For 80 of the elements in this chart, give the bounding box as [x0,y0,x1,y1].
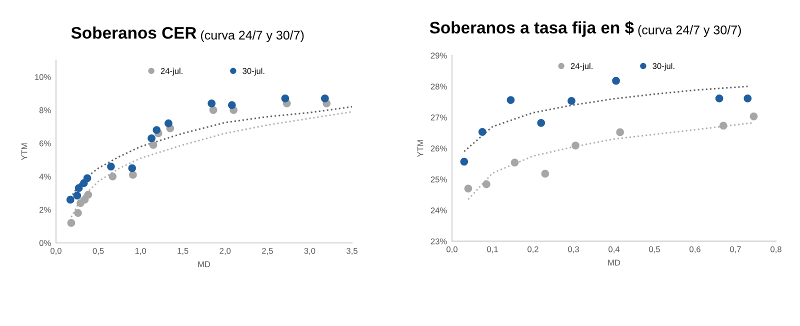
point [74,184,83,192]
point [84,190,92,199]
point [320,94,329,102]
chart-title: Soberanos a tasa fija en $ [430,21,634,37]
point [128,164,136,172]
point [67,219,76,227]
point [228,101,236,110]
point [152,126,161,134]
point [83,174,92,182]
y-tick-label: 25% [430,176,447,182]
y-tick-label: 28% [430,84,447,90]
y-axis-title: YTM [417,140,424,157]
point [73,192,82,200]
y-tick-label: 24% [430,207,447,214]
point [107,162,115,170]
x-tick-label: 3,0 [304,248,316,255]
x-tick-label: 0,7 [730,246,741,254]
chart-title: Soberanos CER [71,26,196,39]
y-tick-label: 26% [430,146,447,152]
legend-label: 30-jul. [652,62,674,71]
y-tick-label: 8% [39,107,51,114]
y-axis-title: YTM [21,143,28,160]
point [482,180,490,188]
x-tick-label: 0,6 [690,246,700,254]
point [510,158,519,167]
x-tick-label: 0,8 [770,246,782,254]
x-tick-label: 0,4 [608,246,620,254]
point [208,100,216,108]
y-tick-label: 23% [430,238,447,244]
x-axis-title: MD [198,261,210,268]
x-tick-label: 1,0 [135,248,146,255]
legend-label: 30-jul. [242,68,264,76]
point [164,119,172,128]
x-tick-label: 0,5 [649,246,660,254]
y-tick-label: 0% [39,240,51,246]
x-tick-label: 1,5 [178,248,188,255]
point [209,106,218,114]
point [537,118,546,127]
x-tick-label: 0,3 [568,246,579,254]
point [460,158,468,166]
chart-subtitle: (curva 24/7 y 30/7) [200,30,304,42]
x-tick-label: 2,0 [220,248,231,255]
x-tick-label: 0,0 [50,248,62,255]
chart-subtitle: (curva 24/7 y 30/7) [638,25,741,37]
y-tick-label: 10% [35,74,51,80]
point [744,94,752,102]
y-tick-label: 2% [40,206,51,213]
y-tick-label: 6% [40,140,51,146]
point [108,172,117,180]
point [568,96,576,105]
point [612,76,620,85]
x-tick-label: 0,2 [528,246,538,254]
point [478,128,486,136]
point [541,170,550,178]
point [572,142,580,150]
point [281,94,290,102]
point [506,96,515,104]
line-series [467,122,752,200]
y-tick-label: 27% [430,114,447,120]
x-axis-title: MD [608,260,620,266]
point [715,94,724,102]
x-tick-label: 0,5 [92,248,104,255]
point [149,141,158,149]
point [616,128,624,136]
y-tick-label: 29% [430,52,447,59]
x-tick-label: 0,0 [446,246,458,254]
point [148,134,156,142]
x-tick-label: 2,5 [262,248,273,255]
point [74,209,82,217]
point [750,112,758,120]
x-tick-label: 0,1 [487,246,498,254]
legend-label: 24-jul. [570,62,592,71]
line-series [463,86,748,152]
point [719,122,728,130]
x-tick-label: 3,5 [346,248,358,255]
y-tick-label: 4% [39,174,51,180]
legend-label: 24-jul. [160,68,182,76]
point [129,170,137,179]
point [464,184,472,193]
point [66,196,74,204]
